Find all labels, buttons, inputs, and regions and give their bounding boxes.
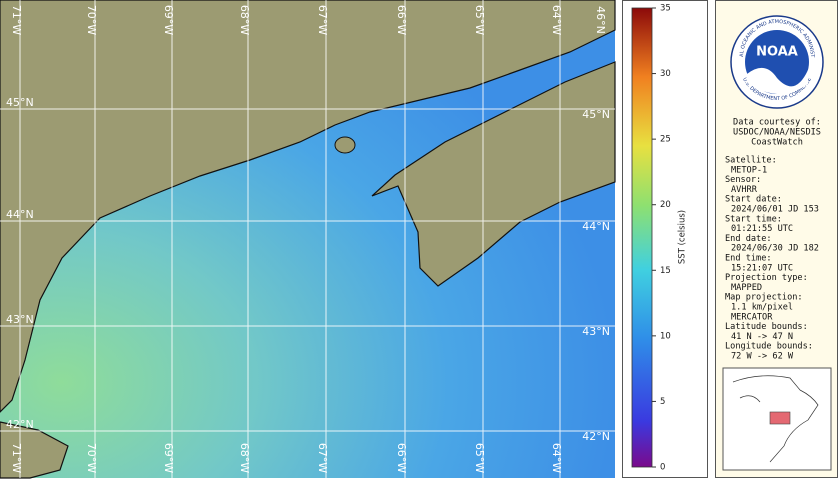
field-value: METOP-1 [731,165,767,175]
colorbar-tick-label: 30 [660,69,671,79]
island [334,136,356,154]
courtesy-line: USDOC/NOAA/NESDIS [733,128,821,138]
field-value: 2024/06/01 JD 153 [731,205,819,215]
lon-label: 66°W [395,443,408,473]
field-value: 72 W -> 62 W [731,352,794,362]
lat-label: 43°N [582,325,610,338]
field-value: AVHRR [731,185,758,195]
courtesy-line: CoastWatch [751,138,803,148]
lon-label: 71°W [10,5,23,35]
lon-label: 70°W [85,443,98,473]
field-label: Start date: [725,195,782,205]
lat-label: 43°N [6,313,34,326]
logo-text: NOAA [756,45,798,60]
lat-label: 44°N [582,220,610,233]
colorbar-tick-label: 35 [660,4,671,14]
lon-label: 64°W [550,5,563,35]
inset-box [769,411,791,425]
logo-bird [747,67,808,95]
lon-label: 64°W [550,443,563,473]
lon-label: 66°W [395,5,408,35]
field-value: MAPPED [731,283,762,293]
field-value: MERCATOR [731,312,773,322]
field-value: 15:21:07 UTC [731,263,793,273]
lat-label: 42°N [6,418,34,431]
colorbar [631,7,653,468]
land-cape-cod [0,421,69,479]
lat-label: 45°N [6,96,34,109]
field-value: 01:21:55 UTC [731,224,793,234]
field-label: End time: [725,254,772,264]
field-label: Start time: [725,214,782,224]
lon-label: 69°W [162,443,175,473]
lat-label: 42°N [582,430,610,443]
field-value: 2024/06/30 JD 182 [731,244,819,254]
colorbar-tick-label: 15 [660,266,671,276]
lon-label: 46°N [594,6,607,34]
field-label: Sensor: [725,175,761,185]
field-label: End date: [725,234,772,244]
lon-label: 71°W [10,443,23,473]
colorbar-tick-label: 10 [660,331,671,341]
field-value: 1.1 km/pixel [731,303,793,313]
lon-label: 65°W [473,443,486,473]
lon-label: 67°W [316,5,329,35]
land-nova-scotia [371,61,616,287]
field-label: Map projection: [725,293,803,303]
lat-label: 45°N [582,108,610,121]
colorbar-tick-label: 0 [660,463,665,473]
field-label: Projection type: [725,273,808,283]
lon-label: 68°W [238,5,251,35]
map: 71°W 70°W 69°W 68°W 67°W 66°W 65°W 64°W 46°N 71°W… [0,0,616,479]
field-value: 41 N -> 47 N [731,332,793,342]
inset-coast [732,375,819,463]
lon-label: 70°W [85,5,98,35]
lon-label: 68°W [238,443,251,473]
lon-label: 69°W [162,5,175,35]
field-label: Satellite: [725,156,777,166]
colorbar-tick-label: 25 [660,135,671,145]
field-label: Longitude bounds: [725,342,813,352]
colorbar-tick-label: 5 [660,397,665,407]
lon-label: 67°W [316,443,329,473]
land-maine-nb [0,0,616,413]
colorbar-tick-label: 20 [660,200,671,210]
colorbar-label: SST (celsius) [678,210,688,264]
courtesy-line: Data courtesy of: [733,118,821,128]
lon-label: 65°W [473,5,486,35]
field-label: Latitude bounds: [725,322,808,332]
lat-label: 44°N [6,208,34,221]
